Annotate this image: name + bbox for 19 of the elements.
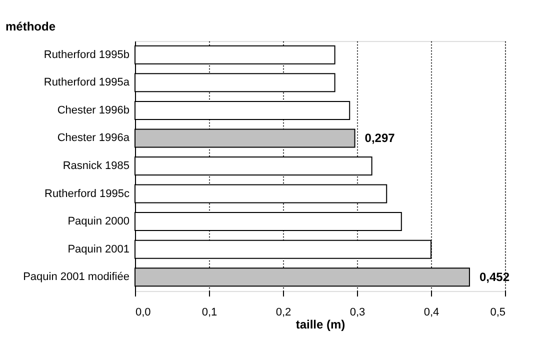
y-tick-label: Chester 1996a (57, 132, 130, 144)
y-tick-label: Chester 1996b (57, 104, 130, 116)
y-tick-label: Paquin 2001 modifiée (23, 271, 130, 284)
x-tick-label: 0,3 (350, 306, 366, 318)
y-tick-label: Paquin 2001 (68, 243, 130, 256)
y-tick-label: Rutherford 1995c (44, 188, 130, 200)
y-axis-title: méthode (6, 20, 56, 34)
data-label: 0,297 (364, 131, 396, 146)
x-tick-label: 0,0 (136, 306, 151, 318)
x-tick-label: 0,1 (202, 306, 218, 318)
y-tick-label: Rasnick 1985 (62, 160, 130, 172)
x-tick-label: 0,5 (490, 306, 506, 318)
x-tick-label: 0,4 (424, 306, 440, 318)
y-tick-label: Rutherford 1995b (44, 48, 130, 61)
y-tick-label: Paquin 2000 (68, 216, 130, 228)
y-tick-label: Rutherford 1995a (44, 76, 130, 89)
x-tick-label: 0,2 (276, 306, 292, 318)
data-label: 0,452 (479, 270, 510, 284)
x-axis-title: taille (m) (296, 318, 346, 332)
